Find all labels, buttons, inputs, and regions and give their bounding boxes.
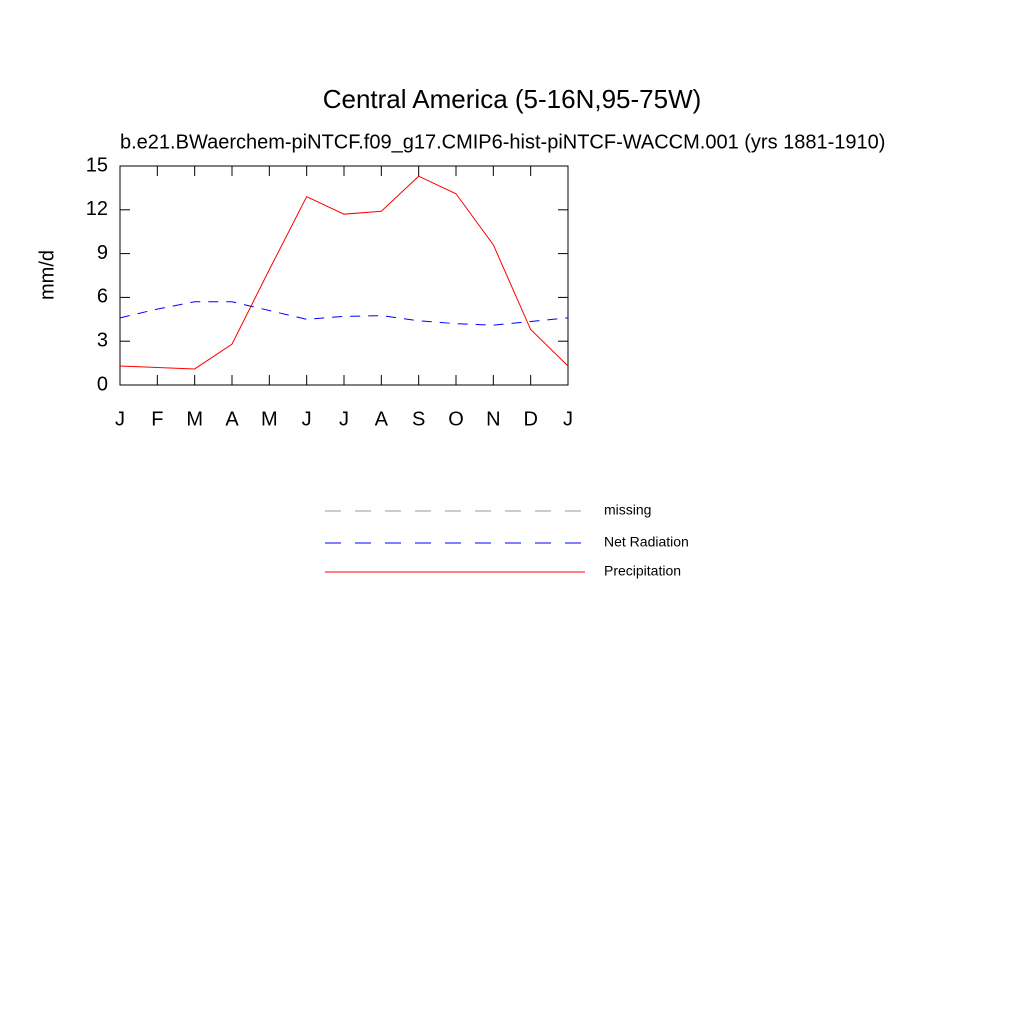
x-tick-label: D bbox=[523, 408, 537, 430]
x-tick-label: M bbox=[261, 408, 278, 430]
y-tick-label: 3 bbox=[97, 329, 108, 351]
y-tick-label: 15 bbox=[86, 154, 108, 176]
x-tick-label: S bbox=[412, 408, 425, 430]
x-tick-label: N bbox=[486, 408, 500, 430]
y-tick-label: 6 bbox=[97, 286, 108, 308]
legend-label: Net Radiation bbox=[604, 534, 689, 550]
series-line bbox=[119, 301, 569, 326]
x-tick-label: M bbox=[186, 408, 203, 430]
y-tick-label: 9 bbox=[97, 242, 108, 264]
x-tick-label: J bbox=[339, 408, 349, 430]
x-tick-label: J bbox=[302, 408, 312, 430]
y-tick-label: 12 bbox=[86, 198, 108, 220]
x-tick-label: A bbox=[225, 408, 239, 430]
x-tick-label: F bbox=[151, 408, 163, 430]
x-tick-label: O bbox=[448, 408, 464, 430]
series-line bbox=[119, 175, 569, 370]
plot-frame bbox=[119, 165, 569, 386]
y-tick-label: 0 bbox=[97, 373, 108, 395]
chart-title: Central America (5-16N,95-75W) bbox=[323, 84, 702, 114]
legend-label: Precipitation bbox=[604, 563, 681, 579]
x-tick-label: A bbox=[375, 408, 389, 430]
x-tick-label: J bbox=[115, 408, 125, 430]
legend-label: missing bbox=[604, 502, 651, 518]
chart-subtitle: b.e21.BWaerchem-piNTCF.f09_g17.CMIP6-his… bbox=[120, 131, 885, 153]
x-tick-label: J bbox=[563, 408, 573, 430]
y-axis-label: mm/d bbox=[36, 250, 58, 300]
